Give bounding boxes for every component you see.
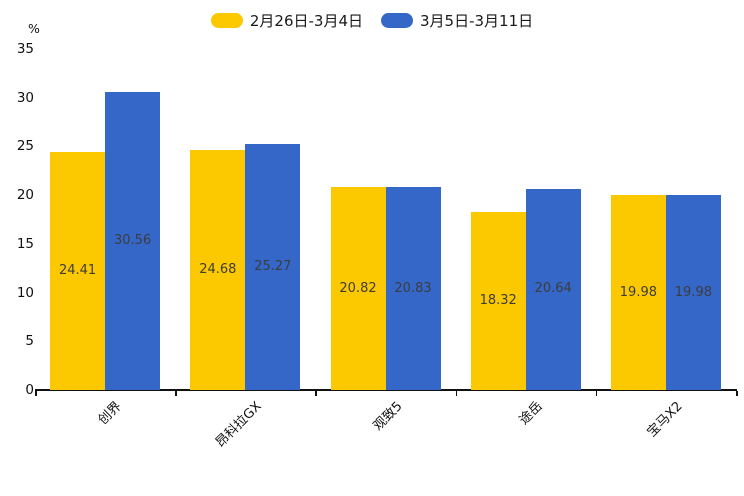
legend-swatch-icon bbox=[210, 12, 243, 28]
y-tick-label-15: 15 bbox=[16, 235, 34, 252]
y-axis-unit-label: % bbox=[28, 21, 40, 36]
bar-value-label: 18.32 bbox=[479, 292, 517, 308]
y-tick-label-10: 10 bbox=[16, 284, 34, 301]
bar-观致5-series-2[interactable] bbox=[385, 187, 441, 390]
bar-宝马X2-series-2[interactable] bbox=[665, 195, 721, 390]
bar-value-label: 20.82 bbox=[339, 280, 377, 296]
bar-value-label: 25.27 bbox=[254, 258, 292, 274]
legend-label: 2月26日-3月4日 bbox=[249, 11, 363, 30]
legend: 2月26日-3月4日 3月5日-3月11日 bbox=[0, 8, 744, 32]
legend-label: 3月5日-3月11日 bbox=[420, 11, 534, 30]
x-axis-tick bbox=[736, 391, 738, 396]
y-tick-label-20: 20 bbox=[16, 187, 34, 204]
legend-swatch-icon bbox=[381, 12, 413, 28]
x-axis-label-观致5: 观致5 bbox=[370, 399, 406, 434]
x-axis-tick bbox=[455, 391, 458, 396]
bar-途岳-series-2[interactable] bbox=[525, 188, 581, 390]
y-tick-label-5: 5 bbox=[25, 333, 34, 350]
bar-value-label: 30.56 bbox=[113, 233, 152, 249]
bar-宝马X2-series-1[interactable] bbox=[610, 195, 666, 390]
bar-value-label: 24.41 bbox=[58, 263, 97, 279]
x-axis-tick bbox=[315, 391, 317, 396]
x-axis-line bbox=[35, 389, 737, 391]
y-tick-label-25: 25 bbox=[16, 138, 34, 155]
bar-昂科拉GX-series-1[interactable] bbox=[190, 149, 246, 390]
x-axis-tick bbox=[35, 391, 37, 396]
x-axis-label-昂科拉GX: 昂科拉GX bbox=[213, 399, 265, 451]
bar-value-label: 20.83 bbox=[394, 280, 432, 296]
bar-观致5-series-1[interactable] bbox=[330, 187, 386, 390]
legend-item-series-1[interactable]: 2月26日-3月4日 bbox=[210, 10, 363, 31]
y-tick-label-0: 0 bbox=[25, 382, 34, 398]
bar-value-label: 19.98 bbox=[619, 284, 657, 300]
x-axis-tick bbox=[175, 391, 177, 396]
bar-创界-series-2[interactable] bbox=[105, 92, 161, 390]
x-axis-label-创界: 创界 bbox=[95, 399, 125, 429]
bar-创界-series-1[interactable] bbox=[50, 152, 106, 390]
bar-value-label: 19.98 bbox=[674, 284, 712, 300]
y-tick-label-30: 30 bbox=[16, 89, 34, 106]
bar-value-label: 24.68 bbox=[199, 261, 237, 277]
bar-昂科拉GX-series-2[interactable] bbox=[245, 143, 301, 390]
y-tick-label-35: 35 bbox=[16, 41, 34, 57]
bar-途岳-series-1[interactable] bbox=[470, 211, 526, 390]
bar-value-label: 20.64 bbox=[534, 281, 572, 297]
legend-item-series-2[interactable]: 3月5日-3月11日 bbox=[381, 10, 533, 31]
x-axis-tick bbox=[595, 391, 598, 396]
x-axis-label-途岳: 途岳 bbox=[516, 399, 546, 429]
x-axis-label-宝马X2: 宝马X2 bbox=[644, 399, 686, 441]
